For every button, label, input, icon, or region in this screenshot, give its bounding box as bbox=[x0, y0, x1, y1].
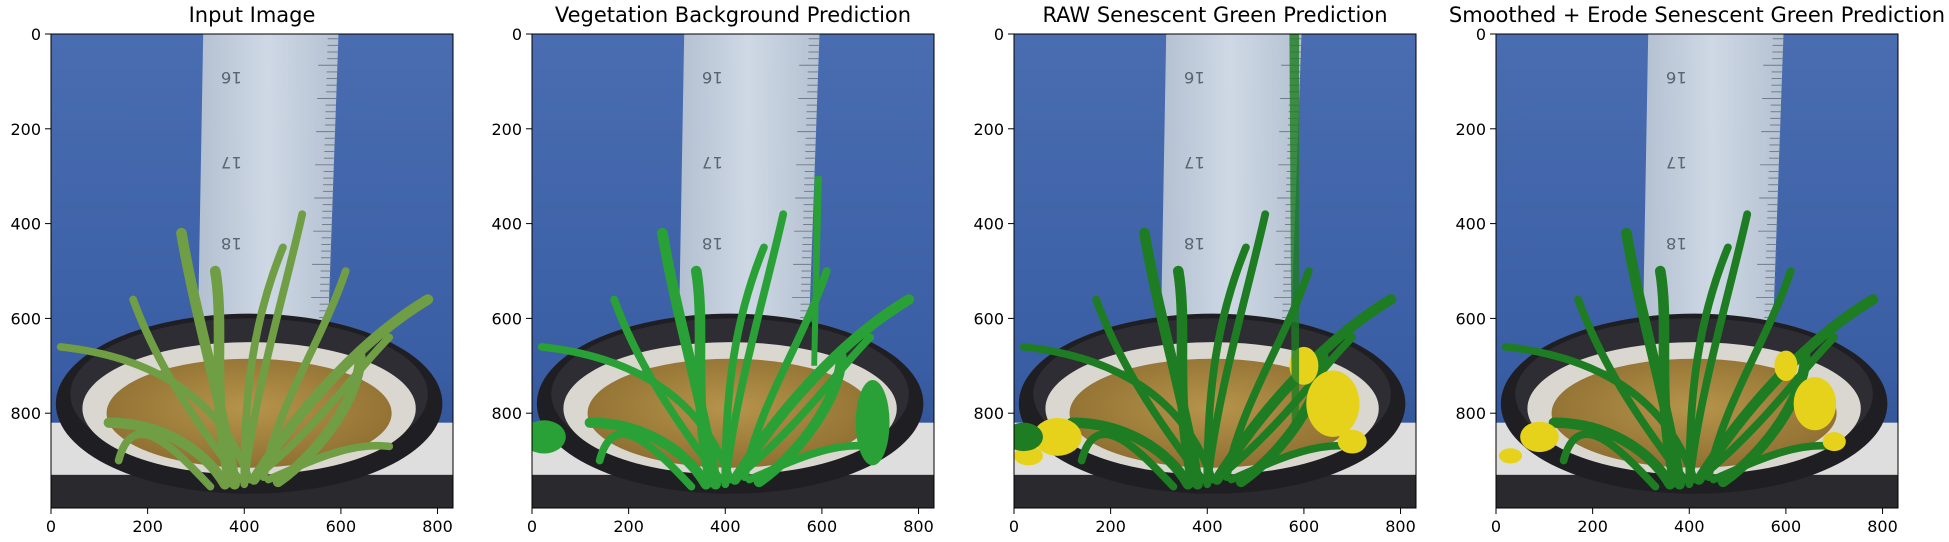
x-tick-label: 200 bbox=[1577, 517, 1608, 536]
x-tick-label: 0 bbox=[1009, 517, 1019, 536]
x-tick-label: 0 bbox=[46, 517, 56, 536]
x-tick-label: 400 bbox=[1192, 517, 1223, 536]
y-tick-label: 600 bbox=[973, 309, 1004, 328]
y-tick-label: 0 bbox=[994, 25, 1004, 44]
y-tick-label: 0 bbox=[31, 25, 41, 44]
x-tick-label: 400 bbox=[1674, 517, 1705, 536]
x-tick-label: 600 bbox=[1289, 517, 1320, 536]
x-tick-label: 600 bbox=[807, 517, 838, 536]
senescent-region-4 bbox=[1498, 350, 1846, 464]
x-tick-label: 200 bbox=[613, 517, 644, 536]
y-tick-label: 600 bbox=[491, 309, 522, 328]
x-tick-label: 800 bbox=[1385, 517, 1416, 536]
x-tick-label: 0 bbox=[1491, 517, 1501, 536]
ruler-label-18-1: 18 bbox=[221, 234, 242, 253]
panel-3: RAW Senescent Green Prediction 16 17 18 0 200… bbox=[973, 3, 1417, 536]
panel-2: Vegetation Background Prediction 16 17 18 0 2… bbox=[491, 3, 935, 536]
y-tick-label: 200 bbox=[10, 120, 41, 139]
panel-image: 16 17 18 bbox=[532, 34, 934, 508]
panel-4: Smoothed + Erode Senescent Green Predict… bbox=[1449, 3, 1945, 536]
y-tick-label: 600 bbox=[1455, 309, 1486, 328]
y-tick-label: 400 bbox=[10, 215, 41, 234]
y-tick-label: 0 bbox=[512, 25, 522, 44]
panel-image: 16 17 18 bbox=[51, 34, 453, 508]
y-tick-label: 400 bbox=[1455, 215, 1486, 234]
x-tick-label: 200 bbox=[132, 517, 163, 536]
axes-frame bbox=[531, 33, 935, 509]
panel-title: Input Image bbox=[189, 3, 316, 27]
y-tick-label: 200 bbox=[973, 120, 1004, 139]
panel-1: Input Image 16 17 18 0 200 400 600 800 0 200 400 600… bbox=[10, 3, 454, 536]
ruler-label-16-4: 16 bbox=[1666, 68, 1687, 87]
axes-frame bbox=[1495, 33, 1899, 509]
y-tick-label: 200 bbox=[1455, 120, 1486, 139]
plant-2 bbox=[537, 210, 915, 491]
x-tick-label: 400 bbox=[710, 517, 741, 536]
x-tick-label: 800 bbox=[903, 517, 934, 536]
x-tick-label: 200 bbox=[1095, 517, 1126, 536]
y-tick-label: 800 bbox=[1455, 404, 1486, 423]
axes-frame bbox=[1013, 33, 1417, 509]
y-tick-label: 800 bbox=[491, 404, 522, 423]
ruler-label-16-1: 16 bbox=[221, 68, 242, 87]
ruler-label-18-2: 18 bbox=[702, 234, 723, 253]
panel-title: Smoothed + Erode Senescent Green Predict… bbox=[1449, 3, 1945, 27]
panel-title: Vegetation Background Prediction bbox=[555, 3, 911, 27]
ruler-label-17-3: 17 bbox=[1184, 153, 1205, 172]
panel-image: 16 17 18 bbox=[1014, 34, 1416, 508]
x-tick-label: 600 bbox=[326, 517, 357, 536]
ruler-label-16-2: 16 bbox=[702, 68, 723, 87]
y-tick-label: 200 bbox=[491, 120, 522, 139]
x-tick-label: 600 bbox=[1771, 517, 1802, 536]
axes-frame bbox=[50, 33, 454, 509]
x-tick-label: 400 bbox=[229, 517, 260, 536]
y-tick-label: 0 bbox=[1476, 25, 1486, 44]
ruler-label-17-2: 17 bbox=[702, 153, 723, 172]
y-tick-label: 400 bbox=[973, 215, 1004, 234]
y-tick-label: 800 bbox=[973, 404, 1004, 423]
y-tick-label: 800 bbox=[10, 404, 41, 423]
y-tick-label: 400 bbox=[491, 215, 522, 234]
x-tick-label: 800 bbox=[1867, 517, 1898, 536]
ruler-label-17-1: 17 bbox=[221, 153, 242, 172]
ruler-label-18-3: 18 bbox=[1184, 234, 1205, 253]
panel-image: 16 17 18 bbox=[1496, 34, 1898, 508]
x-tick-label: 800 bbox=[422, 517, 453, 536]
ruler-label-16-3: 16 bbox=[1184, 68, 1205, 87]
ruler-label-17-4: 17 bbox=[1666, 153, 1687, 172]
panel-title: RAW Senescent Green Prediction bbox=[1042, 3, 1387, 27]
plant-4 bbox=[1501, 210, 1879, 491]
y-tick-label: 600 bbox=[10, 309, 41, 328]
x-tick-label: 0 bbox=[527, 517, 537, 536]
ruler-label-18-4: 18 bbox=[1666, 234, 1687, 253]
plant-1 bbox=[56, 210, 434, 491]
